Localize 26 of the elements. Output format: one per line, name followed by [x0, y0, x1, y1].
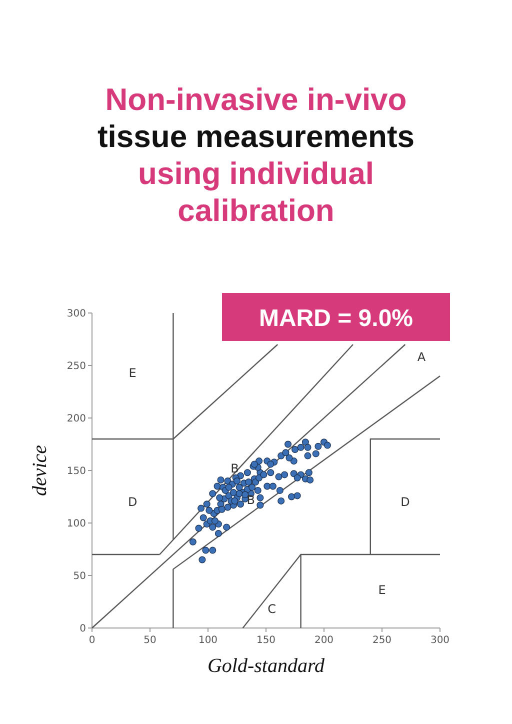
x-tick-label: 250 — [372, 635, 392, 646]
y-tick-label: 150 — [66, 466, 86, 477]
x-axis-title: Gold-standard — [207, 655, 326, 677]
annotation: D — [128, 495, 138, 509]
annotation: A — [417, 350, 426, 364]
annotation: E — [128, 366, 136, 380]
y-tick-label: 0 — [80, 624, 86, 634]
x-tick-label: 150 — [256, 635, 276, 646]
annotation: D — [400, 495, 410, 509]
x-tick-label: 100 — [198, 635, 218, 646]
y-tick-label: 250 — [66, 361, 86, 372]
y-tick-label: 300 — [66, 308, 86, 320]
x-tick-label: 300 — [430, 635, 450, 646]
chart-title: Non-invasive in-vivo tissue measurements using individual calibration — [97, 82, 415, 228]
x-tick-label: 0 — [88, 635, 96, 646]
annotation: B — [230, 461, 239, 476]
y-axis-title: device — [29, 444, 51, 496]
annotation: B — [246, 492, 256, 507]
y-tick-label: 100 — [66, 518, 86, 530]
annotation: E — [378, 583, 386, 598]
x-tick-label: 200 — [314, 635, 334, 646]
annotation: C — [268, 602, 276, 616]
x-tick-label: 50 — [144, 635, 156, 646]
annotation: MARD = 9.0% — [258, 305, 414, 332]
y-tick-label: 50 — [73, 571, 86, 582]
y-tick-label: 200 — [66, 414, 86, 424]
